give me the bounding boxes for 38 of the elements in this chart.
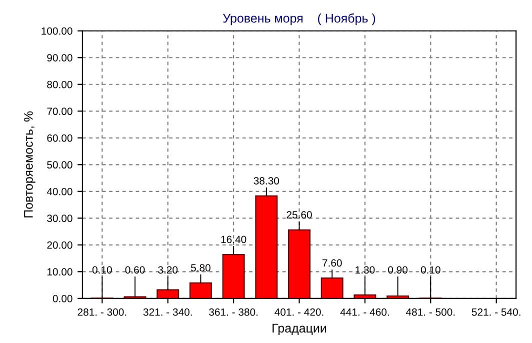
data-label: 0.10 bbox=[92, 266, 112, 274]
x-tick-label: 521. - 540. bbox=[472, 308, 520, 316]
y-tick-label: 70.00 bbox=[47, 108, 72, 116]
x-tick-label: 481. - 500. bbox=[406, 308, 455, 316]
y-tick-label: 30.00 bbox=[47, 214, 72, 222]
y-axis-title: Повторяемость, % bbox=[24, 111, 36, 218]
data-label: 3.20 bbox=[158, 266, 178, 274]
x-axis-title: Градации bbox=[272, 324, 326, 336]
x-tick-label: 401. - 420. bbox=[274, 308, 324, 316]
data-label: 0.90 bbox=[388, 266, 408, 274]
y-tick-label: 10.00 bbox=[47, 268, 72, 276]
bar bbox=[288, 229, 310, 298]
bar bbox=[320, 278, 344, 298]
bar bbox=[255, 195, 278, 298]
y-tick-label: 50.00 bbox=[47, 161, 72, 169]
x-tick-label: 361. - 380. bbox=[209, 308, 258, 316]
y-tick-label: 60.00 bbox=[47, 134, 72, 142]
data-label: 7.60 bbox=[322, 259, 342, 267]
bar bbox=[222, 254, 245, 298]
x-tick-label: 281. - 300. bbox=[78, 308, 126, 316]
y-tick-label: 40.00 bbox=[46, 188, 72, 196]
x-tick-label: 321. - 340. bbox=[143, 308, 192, 316]
data-label: 1.30 bbox=[356, 266, 375, 274]
y-tick-label: 90.00 bbox=[47, 54, 72, 62]
data-label: 25.60 bbox=[286, 211, 312, 218]
data-label: 38.30 bbox=[254, 177, 280, 185]
data-label: 16.40 bbox=[221, 236, 246, 244]
chart-title: Уровень моря ( Ноябрь ) bbox=[222, 13, 376, 26]
bar bbox=[189, 282, 212, 298]
y-tick-label: 100.00 bbox=[42, 27, 72, 35]
x-tick-label: 441. - 460. bbox=[340, 308, 389, 316]
data-label: 5.80 bbox=[190, 264, 210, 272]
data-label: 0.10 bbox=[420, 266, 440, 274]
bar bbox=[156, 289, 180, 298]
y-tick-label: 0.00 bbox=[52, 294, 72, 302]
data-label: 0.60 bbox=[125, 266, 145, 274]
y-tick-label: 80.00 bbox=[47, 80, 72, 88]
y-tick-label: 20.00 bbox=[47, 241, 72, 249]
